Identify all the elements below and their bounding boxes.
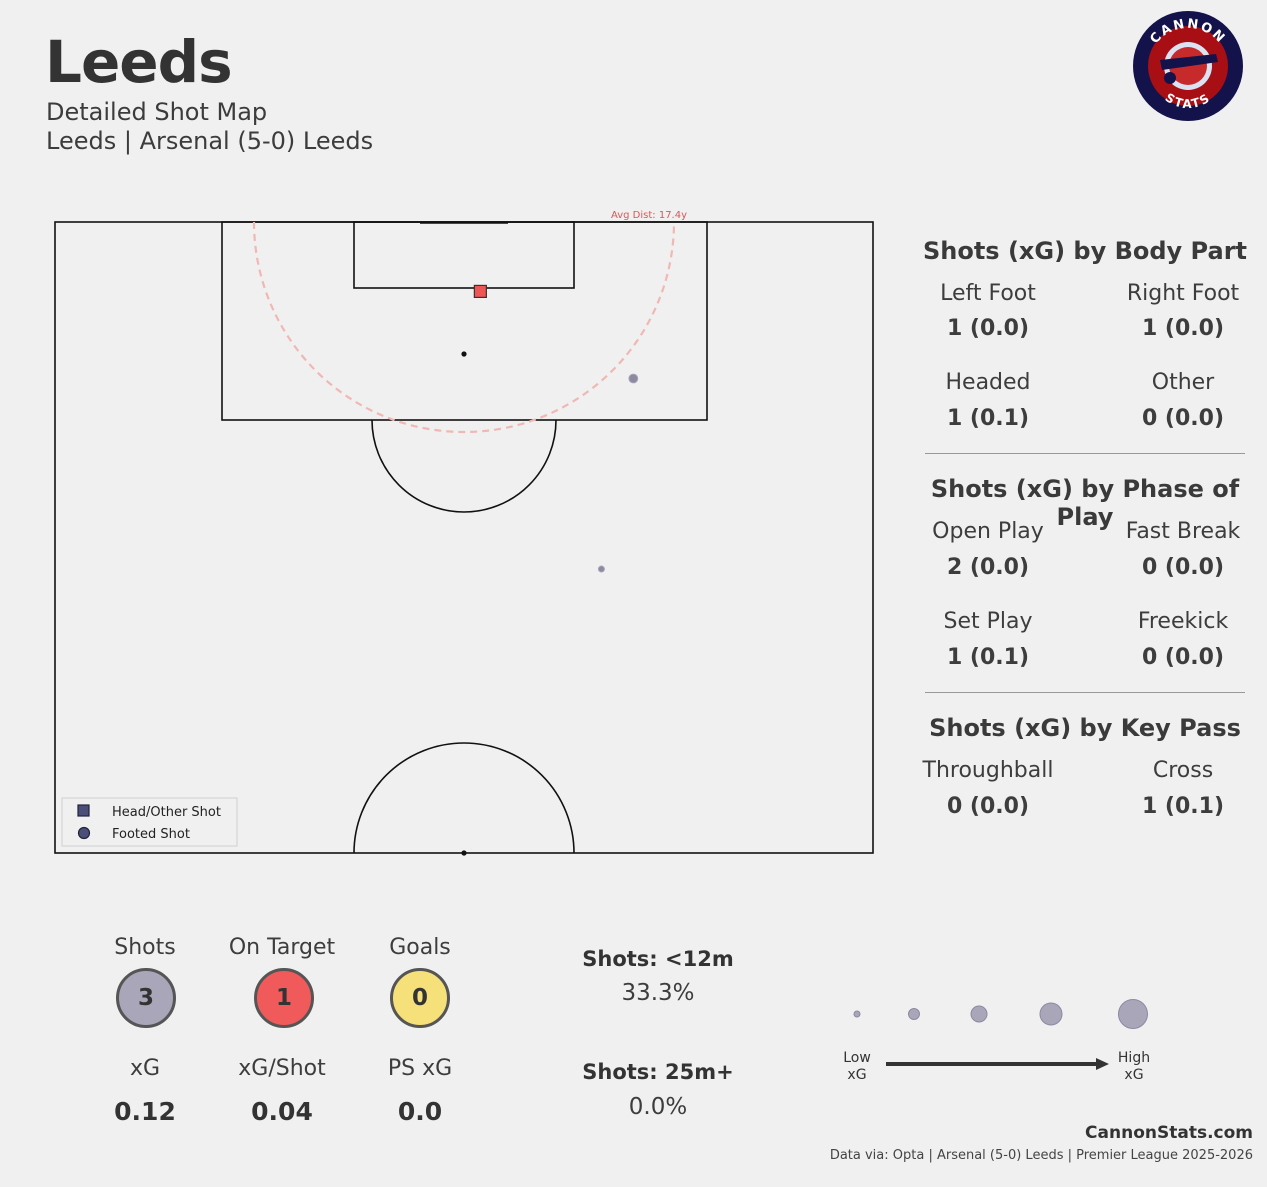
xg-label: xG [129,1056,161,1081]
xg-scale-arrow-head [1096,1058,1109,1070]
phase-value-fast-break: 0 (0.0) [1141,555,1225,580]
match-subtitle: Leeds | Arsenal (5-0) Leeds [46,127,374,155]
key-pass-value-cross: 1 (0.1) [1141,794,1225,819]
center-spot [461,850,467,856]
xg-scale-high-label-2: xG [1124,1067,1143,1083]
short-shots-label: Shots: <12m [582,947,734,971]
avg-distance-arc [252,221,676,434]
xg-scale-low-label-1: Low [843,1050,871,1066]
panel-divider [925,453,1245,454]
shots-label: Shots [114,935,176,960]
six-yard-box [353,221,575,289]
page-subtitle: Detailed Shot Map [46,98,268,126]
phase-value-freekick: 0 (0.0) [1141,645,1225,670]
avg-distance-label: Avg Dist: 17.4y [611,210,687,221]
phase-label-fast-break: Fast Break [1125,519,1241,544]
on-target-label: On Target [228,935,336,960]
shot-marker-2 [628,373,639,384]
center-circle [353,742,575,854]
phase-label-freekick: Freekick [1137,609,1229,634]
body-part-heading: Shots (xG) by Body Part [922,237,1248,265]
on-target-badge: 1 [254,968,314,1028]
cannonstats-logo: CANNON STATS [1133,11,1243,121]
long-shots-value: 0.0% [628,1094,688,1120]
phase-value-open-play: 2 (0.0) [946,555,1030,580]
panel-divider [925,692,1245,693]
legend-label-footed: Footed Shot [112,827,190,842]
key-pass-value-throughball: 0 (0.0) [946,794,1030,819]
phase-label-set-play: Set Play [943,609,1033,634]
pitch-boundary [54,221,874,854]
xg-scale-circle-1 [853,1010,861,1018]
body-part-value-headed: 1 (0.1) [946,406,1030,431]
body-part-label-headed: Headed [945,370,1031,395]
xg-scale-high-label-1: High [1118,1050,1150,1066]
xg-per-shot-value: 0.04 [251,1097,313,1126]
shot-marker-3 [597,565,605,573]
xg-scale-circle-4 [1039,1002,1063,1026]
psxg-label: PS xG [387,1056,453,1081]
key-pass-heading: Shots (xG) by Key Pass [929,714,1241,742]
xg-value: 0.12 [114,1097,176,1126]
long-shots-label: Shots: 25m+ [582,1060,734,1084]
body-part-value-right-foot: 1 (0.0) [1141,316,1225,341]
legend-circle-marker [77,826,91,840]
legend-box [61,797,238,847]
page-title: Leeds [45,28,233,96]
body-part-value-left-foot: 1 (0.0) [946,316,1030,341]
xg-scale-low-label-2: xG [847,1067,866,1083]
shots-count-badge: 3 [116,968,176,1028]
xg-size-scale: Low xG High xG [843,999,1150,1083]
xg-scale-circle-3 [970,1005,988,1023]
phase-label-open-play: Open Play [932,519,1044,544]
shot-map-pitch: Avg Dist: 17.4y Head/Other Shot Footed S… [54,210,874,856]
phase-value-set-play: 1 (0.1) [946,645,1030,670]
penalty-arc [371,419,557,513]
data-credits: Data via: Opta | Arsenal (5-0) Leeds | P… [829,1148,1253,1163]
legend-label-head: Head/Other Shot [112,805,221,820]
goals-label: Goals [389,935,451,960]
shots-layer [473,284,639,573]
body-part-label-other: Other [1151,370,1215,395]
key-pass-label-cross: Cross [1152,758,1214,783]
legend-square-marker [77,804,90,817]
body-part-label-right-foot: Right Foot [1126,281,1240,306]
svg-text:STATS: STATS [1163,90,1214,111]
xg-scale-circle-2 [908,1008,920,1020]
psxg-value: 0.0 [397,1097,443,1126]
body-part-label-left-foot: Left Foot [940,281,1036,306]
penalty-spot [461,351,467,357]
phase-heading: Shots (xG) by Phase of Play [930,475,1240,531]
body-part-value-other: 0 (0.0) [1141,406,1225,431]
xg-per-shot-label: xG/Shot [238,1056,326,1081]
brand-footer: CannonStats.com [1085,1123,1253,1143]
shot-marker-1 [473,284,487,299]
key-pass-label-throughball: Throughball [922,758,1054,783]
goals-badge: 0 [390,968,450,1028]
logo-bottom-text: STATS [1163,90,1212,111]
xg-scale-circle-5 [1118,999,1148,1029]
short-shots-value: 33.3% [621,980,695,1006]
penalty-box [221,221,708,421]
